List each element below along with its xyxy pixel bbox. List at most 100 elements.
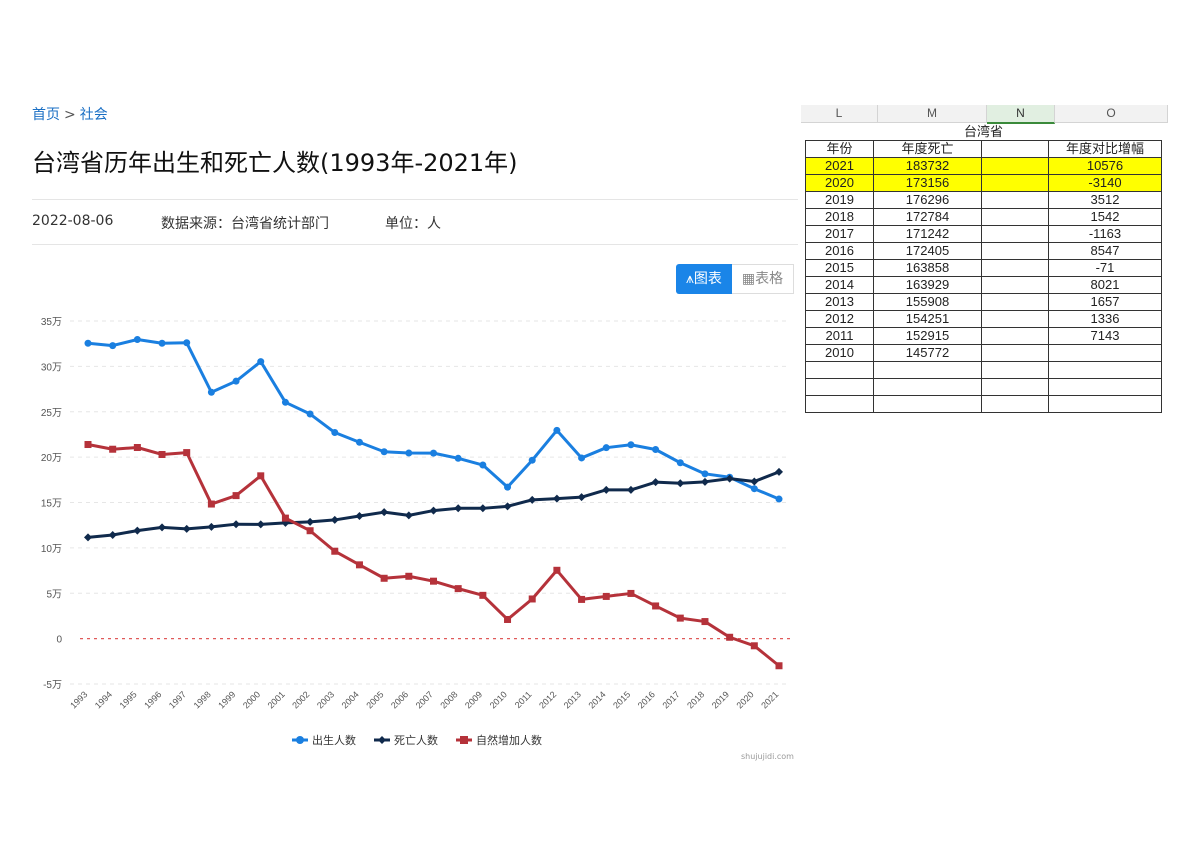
column-header-o[interactable]: O — [1055, 105, 1168, 123]
data-point — [330, 515, 339, 524]
data-point — [183, 339, 191, 347]
cell-deaths[interactable]: 171242 — [873, 225, 982, 243]
cell-blank[interactable] — [981, 225, 1049, 243]
cell-deaths[interactable] — [873, 378, 982, 396]
table-view-button[interactable]: ▦表格 — [731, 264, 795, 294]
cell-blank[interactable] — [981, 208, 1049, 226]
table-row — [805, 378, 1162, 396]
table-row — [805, 361, 1162, 379]
cell-change[interactable] — [1048, 344, 1162, 362]
data-point — [430, 449, 437, 457]
cell-change[interactable] — [1048, 361, 1162, 379]
cell-year[interactable] — [805, 378, 874, 396]
cell-blank[interactable] — [981, 327, 1049, 345]
cell-blank[interactable] — [981, 344, 1049, 362]
breadcrumb-category-link[interactable]: 社会 — [79, 107, 108, 123]
chart-view-button[interactable]: ⩚图表 — [676, 264, 732, 294]
header-blank[interactable] — [981, 140, 1049, 158]
cell-year[interactable]: 2013 — [805, 293, 874, 311]
cell-change[interactable]: -71 — [1048, 259, 1162, 277]
cell-blank[interactable] — [981, 242, 1049, 260]
cell-blank[interactable] — [981, 259, 1049, 277]
cell-deaths[interactable]: 154251 — [873, 310, 982, 328]
data-point — [355, 561, 363, 569]
cell-blank[interactable] — [981, 293, 1049, 311]
spreadsheet-panel: L M N O 台湾省 年份 年度死亡 年度对比增幅 2021 183732 105… — [801, 105, 1191, 450]
header-deaths[interactable]: 年度死亡 — [873, 140, 982, 158]
breadcrumb-home-link[interactable]: 首页 — [32, 107, 60, 123]
table-icon: ▦ — [741, 271, 756, 287]
x-tick-label: 2014 — [586, 689, 607, 710]
cell-year[interactable]: 2019 — [805, 191, 874, 209]
x-tick-label: 2012 — [537, 689, 558, 710]
cell-change[interactable]: 1336 — [1048, 310, 1162, 328]
cell-deaths[interactable]: 145772 — [873, 344, 982, 362]
data-point — [430, 577, 437, 585]
cell-year[interactable]: 2018 — [805, 208, 874, 226]
cell-change[interactable]: 1657 — [1048, 293, 1162, 311]
cell-year[interactable]: 2015 — [805, 259, 874, 277]
x-tick-label: 1998 — [192, 689, 213, 710]
cell-blank[interactable] — [981, 378, 1049, 396]
cell-year[interactable]: 2016 — [805, 242, 874, 260]
header-year[interactable]: 年份 — [805, 140, 874, 158]
x-tick-label: 2002 — [290, 689, 311, 710]
cell-deaths[interactable] — [873, 395, 982, 413]
cell-change[interactable]: -3140 — [1048, 174, 1162, 192]
column-header-l[interactable]: L — [801, 105, 878, 123]
data-point — [232, 520, 241, 529]
column-header-m[interactable]: M — [878, 105, 987, 123]
cell-blank[interactable] — [981, 157, 1049, 175]
column-header-n[interactable]: N — [987, 105, 1055, 124]
cell-deaths[interactable]: 152915 — [873, 327, 982, 345]
cell-deaths[interactable]: 173156 — [873, 174, 982, 192]
cell-deaths[interactable]: 163929 — [873, 276, 982, 294]
data-point — [232, 492, 240, 500]
data-point — [454, 454, 462, 462]
cell-deaths[interactable]: 155908 — [873, 293, 982, 311]
data-point — [750, 642, 758, 650]
cell-change[interactable]: 3512 — [1048, 191, 1162, 209]
cell-year[interactable]: 2021 — [805, 157, 874, 175]
cell-deaths[interactable]: 183732 — [873, 157, 982, 175]
cell-change[interactable]: 10576 — [1048, 157, 1162, 175]
cell-change[interactable] — [1048, 378, 1162, 396]
cell-deaths[interactable]: 176296 — [873, 191, 982, 209]
data-point — [405, 572, 413, 580]
data-point — [602, 444, 610, 452]
cell-blank[interactable] — [981, 191, 1049, 209]
cell-year[interactable] — [805, 361, 874, 379]
cell-blank[interactable] — [981, 395, 1049, 413]
data-point — [454, 504, 463, 513]
cell-deaths[interactable] — [873, 361, 982, 379]
data-point — [479, 461, 487, 469]
legend-marker — [296, 736, 304, 744]
cell-change[interactable]: 8021 — [1048, 276, 1162, 294]
cell-year[interactable]: 2012 — [805, 310, 874, 328]
cell-deaths[interactable]: 163858 — [873, 259, 982, 277]
cell-change[interactable]: 7143 — [1048, 327, 1162, 345]
cell-deaths[interactable]: 172784 — [873, 208, 982, 226]
data-point — [651, 478, 660, 487]
cell-year[interactable]: 2011 — [805, 327, 874, 345]
cell-year[interactable]: 2010 — [805, 344, 874, 362]
cell-deaths[interactable]: 172405 — [873, 242, 982, 260]
cell-year[interactable] — [805, 395, 874, 413]
cell-year[interactable]: 2017 — [805, 225, 874, 243]
header-change[interactable]: 年度对比增幅 — [1048, 140, 1162, 158]
cell-blank[interactable] — [981, 310, 1049, 328]
cell-change[interactable]: -1163 — [1048, 225, 1162, 243]
cell-year[interactable]: 2014 — [805, 276, 874, 294]
cell-change[interactable]: 8547 — [1048, 242, 1162, 260]
data-point — [553, 566, 561, 574]
data-point — [725, 474, 734, 483]
data-source: 数据来源：台湾省统计部门 — [161, 216, 329, 232]
cell-change[interactable]: 1542 — [1048, 208, 1162, 226]
cell-year[interactable]: 2020 — [805, 174, 874, 192]
cell-blank[interactable] — [981, 276, 1049, 294]
cell-blank[interactable] — [981, 361, 1049, 379]
cell-blank[interactable] — [981, 174, 1049, 192]
data-point — [183, 449, 191, 457]
data-point — [503, 502, 512, 511]
cell-change[interactable] — [1048, 395, 1162, 413]
